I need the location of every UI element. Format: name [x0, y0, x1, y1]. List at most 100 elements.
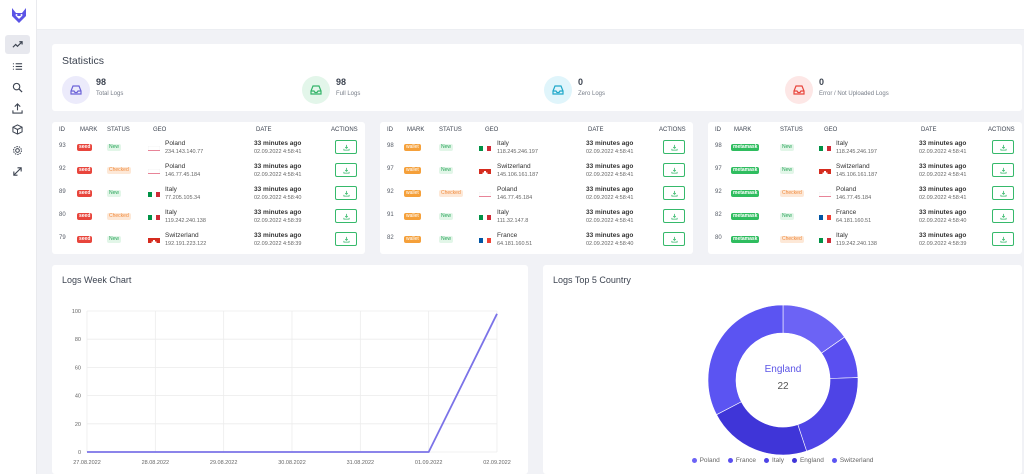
mark-badge: wallet — [404, 144, 421, 151]
date-absolute: 02.09.2022 4:58:41 — [919, 172, 967, 178]
mark-badge: metamask — [731, 167, 760, 174]
legend-item-italy[interactable]: Italy — [764, 457, 784, 464]
row-id: 98 — [387, 143, 394, 149]
status-badge: New — [439, 167, 454, 174]
date-relative: 33 minutes ago — [254, 163, 302, 170]
top5-chart-title: Logs Top 5 Country — [553, 275, 631, 285]
download-button[interactable] — [335, 232, 357, 246]
geo-ip: 146.77.45.184 — [497, 195, 533, 201]
date-relative: 33 minutes ago — [254, 232, 302, 239]
mark-badge: wallet — [404, 236, 421, 243]
table-row: 97 metamask New Switzerland 145.106.161.187 3… — [708, 160, 1022, 183]
legend-item-england[interactable]: England — [791, 457, 824, 464]
geo-ip: 145.106.161.187 — [497, 172, 539, 178]
date-absolute: 02.09.2022 4:58:41 — [254, 149, 302, 155]
download-icon — [670, 213, 678, 220]
donut-center-value: 22 — [777, 381, 789, 392]
table-row: 92 metamask Checked Poland 146.77.45.184 33 m… — [708, 183, 1022, 206]
x-tick-label: 27.08.2022 — [73, 460, 101, 466]
legend-item-france[interactable]: France — [727, 457, 756, 464]
column-header-id: ID — [387, 127, 393, 133]
download-button[interactable] — [335, 209, 357, 223]
stat-label: Full Logs — [336, 91, 361, 97]
download-button[interactable] — [663, 232, 685, 246]
table-row: 97 wallet New Switzerland 145.106.161.187 33 … — [380, 160, 693, 183]
download-button[interactable] — [992, 232, 1014, 246]
download-button[interactable] — [992, 163, 1014, 177]
nav-logs-list[interactable] — [5, 57, 30, 76]
download-icon — [342, 236, 350, 243]
date-relative: 33 minutes ago — [919, 186, 967, 193]
status-badge: New — [107, 144, 122, 151]
table-row: 98 metamask New Italy 118.245.246.197 33 minu… — [708, 137, 1022, 160]
date-relative: 33 minutes ago — [586, 209, 634, 216]
geo-country: France — [497, 232, 518, 239]
date-absolute: 02.09.2022 4:58:39 — [919, 241, 967, 247]
mark-badge: metamask — [731, 190, 760, 197]
download-button[interactable] — [335, 186, 357, 200]
table-row: 82 metamask New France 64.181.160.51 33 minut… — [708, 206, 1022, 229]
flag-italy-icon — [819, 142, 831, 151]
box-icon — [12, 124, 23, 135]
stat-icon-circle — [62, 76, 90, 104]
download-button[interactable] — [335, 140, 357, 154]
y-tick-label: 60 — [75, 365, 81, 371]
column-header-mark: MARK — [734, 127, 752, 133]
geo-country: Italy — [165, 186, 177, 193]
status-badge: New — [107, 236, 122, 243]
x-tick-label: 02.09.2022 — [483, 460, 511, 466]
nav-upload[interactable] — [5, 99, 30, 118]
statistics-title: Statistics — [62, 55, 105, 67]
stat-3: 0 Error / Not Uploaded Logs — [785, 75, 985, 105]
flag-poland-icon — [148, 142, 160, 151]
download-button[interactable] — [992, 140, 1014, 154]
nav-dashboard[interactable] — [5, 35, 30, 54]
table-row: 82 wallet New France 64.181.160.51 33 minutes… — [380, 229, 693, 252]
geo-ip: 119.242.240.138 — [165, 218, 206, 224]
download-button[interactable] — [663, 186, 685, 200]
download-button[interactable] — [992, 209, 1014, 223]
stat-value: 98 — [336, 77, 347, 87]
flag-italy-icon — [148, 188, 160, 197]
nav-packages[interactable] — [5, 120, 30, 139]
date-absolute: 02.09.2022 4:58:39 — [254, 218, 302, 224]
table-row: 93 seed New Poland 234.143.140.77 33 minutes … — [52, 137, 365, 160]
nav-settings[interactable] — [5, 141, 30, 160]
row-id: 89 — [59, 189, 66, 195]
nav-fullscreen[interactable] — [5, 162, 30, 181]
download-button[interactable] — [992, 186, 1014, 200]
status-badge: New — [439, 213, 454, 220]
mark-badge: wallet — [404, 190, 421, 197]
legend-item-switzerland[interactable]: Switzerland — [831, 457, 873, 464]
donut-legend: Poland France Italy England Switzerland — [543, 457, 1022, 464]
table-row: 80 seed Checked Italy 119.242.240.138 33 minu… — [52, 206, 365, 229]
geo-country: France — [836, 209, 857, 216]
week-chart-title: Logs Week Chart — [62, 275, 132, 285]
mark-badge: seed — [77, 213, 93, 220]
status-badge: Checked — [107, 213, 131, 220]
flag-poland-icon — [819, 188, 831, 197]
column-header-date: DATE — [921, 127, 937, 133]
download-button[interactable] — [335, 163, 357, 177]
legend-dot — [764, 458, 770, 463]
flag-switzerland-icon — [819, 165, 831, 174]
donut-hole — [736, 333, 830, 427]
download-button[interactable] — [663, 140, 685, 154]
column-header-status: STATUS — [107, 127, 130, 133]
geo-ip: 118.245.246.197 — [497, 149, 538, 155]
y-tick-label: 20 — [75, 422, 81, 428]
legend-item-poland[interactable]: Poland — [691, 457, 720, 464]
nav-search[interactable] — [5, 78, 30, 97]
flag-italy-icon — [479, 211, 491, 220]
stat-icon-circle — [785, 76, 813, 104]
download-button[interactable] — [663, 163, 685, 177]
date-relative: 33 minutes ago — [919, 209, 967, 216]
mark-badge: wallet — [404, 213, 421, 220]
x-tick-label: 01.09.2022 — [415, 460, 443, 466]
status-badge: New — [107, 190, 122, 197]
date-relative: 33 minutes ago — [254, 140, 302, 147]
geo-country: Italy — [836, 140, 848, 147]
row-id: 80 — [715, 235, 722, 241]
download-button[interactable] — [663, 209, 685, 223]
geo-country: Poland — [836, 186, 857, 193]
